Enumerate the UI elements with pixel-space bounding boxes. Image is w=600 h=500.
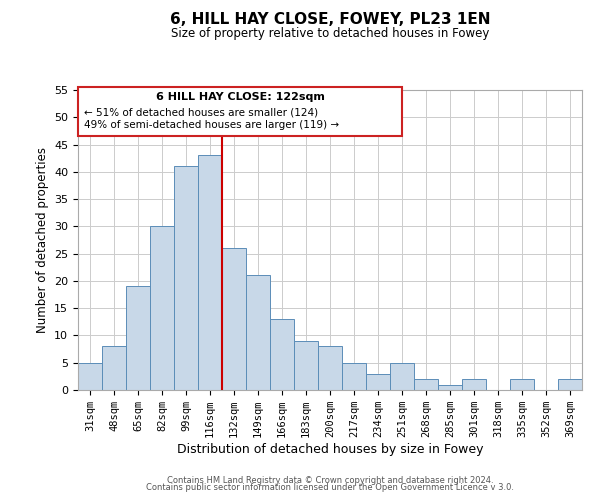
Text: 6 HILL HAY CLOSE: 122sqm: 6 HILL HAY CLOSE: 122sqm <box>155 92 325 102</box>
Bar <box>246 276 270 390</box>
Bar <box>414 379 438 390</box>
Bar <box>174 166 198 390</box>
Bar <box>222 248 246 390</box>
Bar <box>462 379 486 390</box>
Bar <box>366 374 390 390</box>
Bar <box>438 384 462 390</box>
Text: 49% of semi-detached houses are larger (119) →: 49% of semi-detached houses are larger (… <box>84 120 339 130</box>
X-axis label: Distribution of detached houses by size in Fowey: Distribution of detached houses by size … <box>177 443 483 456</box>
Text: 6, HILL HAY CLOSE, FOWEY, PL23 1EN: 6, HILL HAY CLOSE, FOWEY, PL23 1EN <box>170 12 490 28</box>
Text: Contains public sector information licensed under the Open Government Licence v : Contains public sector information licen… <box>146 484 514 492</box>
Bar <box>342 362 366 390</box>
Y-axis label: Number of detached properties: Number of detached properties <box>35 147 49 333</box>
Bar <box>510 379 534 390</box>
Bar <box>558 379 582 390</box>
Bar <box>198 156 222 390</box>
Bar <box>126 286 150 390</box>
Bar <box>390 362 414 390</box>
Bar <box>150 226 174 390</box>
Text: Size of property relative to detached houses in Fowey: Size of property relative to detached ho… <box>171 28 489 40</box>
Bar <box>294 341 318 390</box>
Bar <box>102 346 126 390</box>
Text: ← 51% of detached houses are smaller (124): ← 51% of detached houses are smaller (12… <box>84 108 318 118</box>
Text: Contains HM Land Registry data © Crown copyright and database right 2024.: Contains HM Land Registry data © Crown c… <box>167 476 493 485</box>
Bar <box>270 319 294 390</box>
Bar <box>78 362 102 390</box>
Bar <box>318 346 342 390</box>
